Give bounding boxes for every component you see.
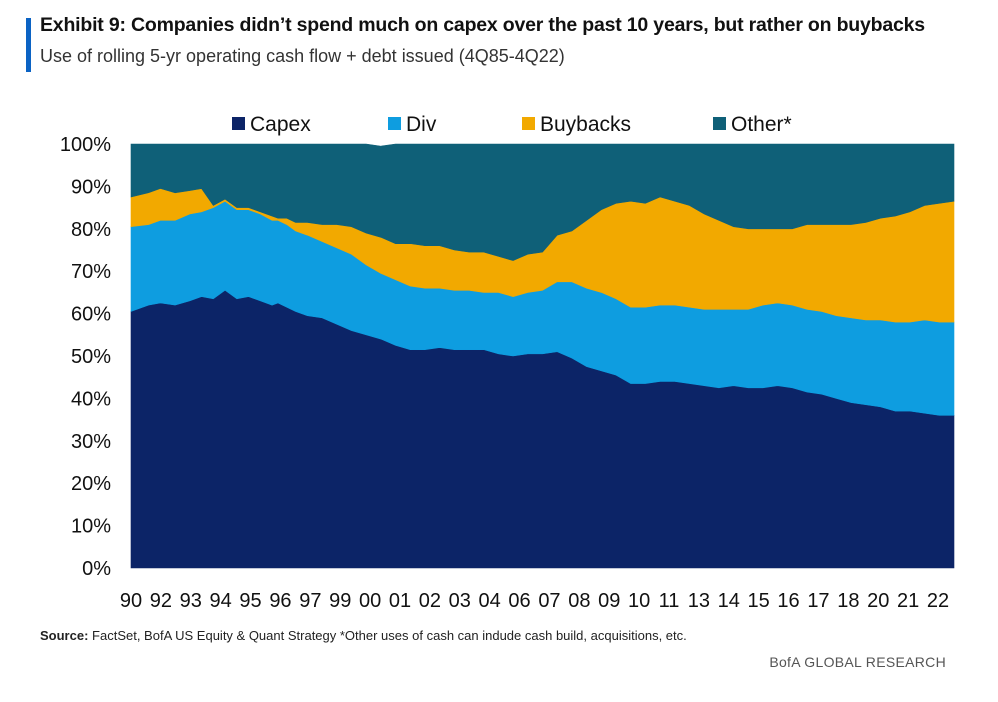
x-tick-label: 02	[419, 590, 441, 612]
x-tick-label: 90	[120, 590, 142, 612]
x-tick-label: 17	[807, 590, 829, 612]
chart-title: Exhibit 9: Companies didn’t spend much o…	[40, 14, 925, 36]
y-tick-label: 50%	[71, 346, 111, 368]
x-tick-label: 97	[299, 590, 321, 612]
x-tick-label: 22	[927, 590, 949, 612]
y-tick-label: 10%	[71, 516, 111, 538]
x-tick-label: 99	[329, 590, 351, 612]
x-tick-label: 20	[867, 590, 889, 612]
y-tick-label: 80%	[71, 219, 111, 241]
y-tick-label: 30%	[71, 431, 111, 453]
x-tick-label: 03	[449, 590, 471, 612]
source-label: Source:	[40, 628, 89, 643]
x-tick-label: 16	[777, 590, 799, 612]
source-note: Source: FactSet, BofA US Equity & Quant …	[40, 628, 687, 643]
legend-swatch	[388, 117, 401, 130]
x-tick-label: 09	[598, 590, 620, 612]
legend-label: Other*	[731, 113, 792, 136]
x-tick-label: 10	[628, 590, 650, 612]
x-tick-label: 07	[538, 590, 560, 612]
source-text: FactSet, BofA US Equity & Quant Strategy…	[92, 628, 687, 643]
y-axis: 0% 10% 20% 30% 40% 50% 60% 70% 80% 90% 100%	[60, 134, 111, 580]
brand-label: BofA GLOBAL RESEARCH	[769, 654, 946, 670]
x-tick-label: 00	[359, 590, 381, 612]
x-tick-label: 94	[210, 590, 232, 612]
legend-label: Buybacks	[540, 113, 631, 136]
x-tick-label: 08	[568, 590, 590, 612]
x-tick-label: 96	[269, 590, 291, 612]
x-tick-label: 11	[659, 590, 680, 612]
legend-swatch	[232, 117, 245, 130]
x-tick-label: 18	[837, 590, 859, 612]
x-tick-label: 15	[748, 590, 770, 612]
y-tick-label: 100%	[60, 134, 111, 156]
x-tick-label: 01	[389, 590, 411, 612]
x-tick-label: 95	[239, 590, 261, 612]
title-accent-bar	[26, 18, 31, 72]
y-tick-label: 90%	[71, 176, 111, 198]
x-tick-label: 21	[897, 590, 919, 612]
chart-subtitle: Use of rolling 5-yr operating cash flow …	[40, 46, 565, 66]
y-tick-label: 40%	[71, 388, 111, 410]
legend-label: Capex	[250, 113, 311, 136]
x-tick-label: 93	[180, 590, 202, 612]
y-tick-label: 70%	[71, 261, 111, 283]
x-tick-label: 13	[688, 590, 710, 612]
legend: Capex Div Buybacks Other*	[232, 113, 792, 136]
x-tick-label: 92	[150, 590, 172, 612]
area-layer	[130, 143, 955, 569]
y-tick-label: 20%	[71, 473, 111, 495]
area-other	[130, 143, 955, 261]
x-tick-label: 14	[718, 590, 740, 612]
legend-swatch	[713, 117, 726, 130]
legend-swatch	[522, 117, 535, 130]
y-tick-label: 0%	[82, 558, 111, 580]
legend-label: Div	[406, 113, 437, 136]
x-axis: 90 92 93 94 95 96 97 99 00 01 02 03 04 06 07 08 09 10 11 13…	[120, 590, 949, 612]
x-tick-label: 06	[508, 590, 530, 612]
y-tick-label: 60%	[71, 304, 111, 326]
x-tick-label: 04	[479, 590, 501, 612]
